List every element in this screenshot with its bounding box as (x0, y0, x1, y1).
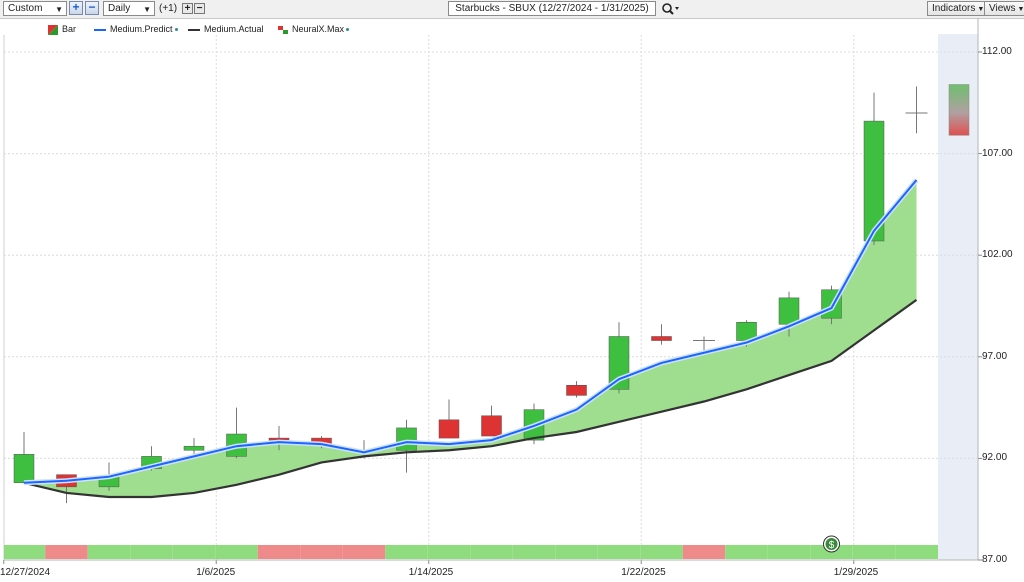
y-tick-label: 92.00 (982, 452, 1008, 464)
chevron-down-icon: ▼ (55, 5, 63, 14)
signal-band-segment (342, 545, 386, 559)
x-tick-label: 1/14/2025 (408, 567, 454, 578)
signal-band-segment (300, 545, 343, 559)
magnifier-icon (662, 3, 679, 15)
signal-band-segment (172, 545, 216, 559)
plus-icon: + (72, 0, 80, 14)
y-tick-label: 102.00 (982, 249, 1013, 261)
signal-band-segment (470, 545, 513, 559)
legend-label-neuralx: NeuralX.Max (292, 24, 345, 34)
legend-label-predict: Medium.Predict (110, 24, 173, 34)
medium-actual-line (23, 299, 918, 499)
x-tick-label: 12/27/2024 (0, 567, 51, 578)
minus-icon: − (88, 0, 96, 14)
legend-item-neuralx[interactable]: NeuralX.Max (278, 24, 350, 34)
line-swatch-icon (94, 28, 106, 31)
y-tick-label: 107.00 (982, 147, 1013, 159)
signal-band-segment (640, 545, 683, 559)
signal-band-segment (45, 545, 88, 559)
candle-up (183, 445, 205, 451)
signal-swatch-icon (278, 25, 288, 34)
candle-down (438, 419, 460, 439)
signal-band-segment (215, 545, 258, 559)
signal-band-segment (852, 545, 896, 559)
legend-item-bar[interactable]: Bar (48, 24, 76, 35)
signal-band-segment (682, 545, 726, 559)
indicators-label: Indicators (932, 3, 976, 14)
offset-minus-button[interactable]: − (194, 3, 205, 14)
signal-band-segment (895, 545, 938, 559)
candle-down (481, 415, 502, 437)
signal-band-segment (130, 545, 173, 559)
signal-band-segment (555, 545, 598, 559)
bar-swatch-icon (48, 24, 58, 35)
signal-band-segment (427, 545, 471, 559)
chevron-down-icon: ▼ (1017, 6, 1024, 13)
zoom-in-button[interactable]: + (69, 1, 83, 15)
predict-actual-fill (24, 180, 917, 498)
period-value: Custom (8, 3, 43, 14)
x-tick-label: 1/6/2025 (196, 567, 236, 578)
signal-band-segment (767, 545, 811, 559)
y-tick-label: 97.00 (982, 350, 1008, 362)
indicators-button[interactable]: Indicators ▼ (927, 1, 990, 16)
medium-predict-line (23, 179, 918, 484)
candle-up (778, 297, 800, 325)
interval-value: Daily (108, 3, 131, 14)
medium-predict-glow (23, 178, 919, 486)
candle-down (651, 336, 672, 341)
y-tick-label: 112.00 (982, 46, 1012, 57)
y-tick-label: 87.00 (982, 554, 1008, 565)
views-label: Views (989, 3, 1016, 14)
legend-label-actual: Medium.Actual (204, 24, 264, 34)
line-swatch-icon (188, 28, 200, 31)
toolbar: Custom ▼ + − Daily ▼ (+1) + − Starbucks - … (0, 0, 1024, 19)
signal-band-segment (87, 545, 131, 559)
signal-band-segment (385, 545, 428, 559)
candle-down (566, 384, 587, 396)
signal-band-segment (725, 545, 768, 559)
search-button[interactable] (661, 2, 679, 16)
forecast-range-bar (948, 84, 970, 136)
interval-select[interactable]: Daily ▼ (103, 1, 155, 16)
chevron-down-icon: ▼ (143, 5, 151, 14)
legend-item-actual[interactable]: Medium.Actual (188, 24, 264, 34)
offset-label: (+1) (159, 3, 178, 14)
legend-label-bar: Bar (62, 24, 77, 34)
candle-up (396, 427, 417, 451)
signal-band-segment (512, 545, 556, 559)
settings-dot-icon[interactable] (174, 28, 178, 32)
legend-item-predict[interactable]: Medium.Predict (94, 24, 178, 34)
x-tick-label: 1/22/2025 (621, 567, 666, 578)
chevron-down-icon: ▼ (977, 6, 985, 13)
settings-dot-icon[interactable] (346, 28, 350, 32)
candle-up (13, 454, 35, 484)
chart-title: Starbucks - SBUX (12/27/2024 - 1/31/2025… (455, 3, 649, 14)
candle-up (863, 120, 885, 242)
signal-band-segment (257, 545, 301, 559)
signal-band-segment (4, 545, 46, 559)
offset-plus-button[interactable]: + (182, 3, 193, 14)
symbol-title-field[interactable]: Starbucks - SBUX (12/27/2024 - 1/31/2025… (448, 1, 656, 16)
dividend-marker-label: $ (829, 540, 835, 551)
period-select[interactable]: Custom ▼ (3, 1, 67, 16)
dividend-marker-icon[interactable] (823, 535, 840, 553)
zoom-out-button[interactable]: − (85, 1, 99, 15)
views-button[interactable]: Views ▼ (984, 1, 1024, 16)
x-tick-label: 1/29/2025 (833, 567, 879, 578)
signal-band-segment (597, 545, 641, 559)
